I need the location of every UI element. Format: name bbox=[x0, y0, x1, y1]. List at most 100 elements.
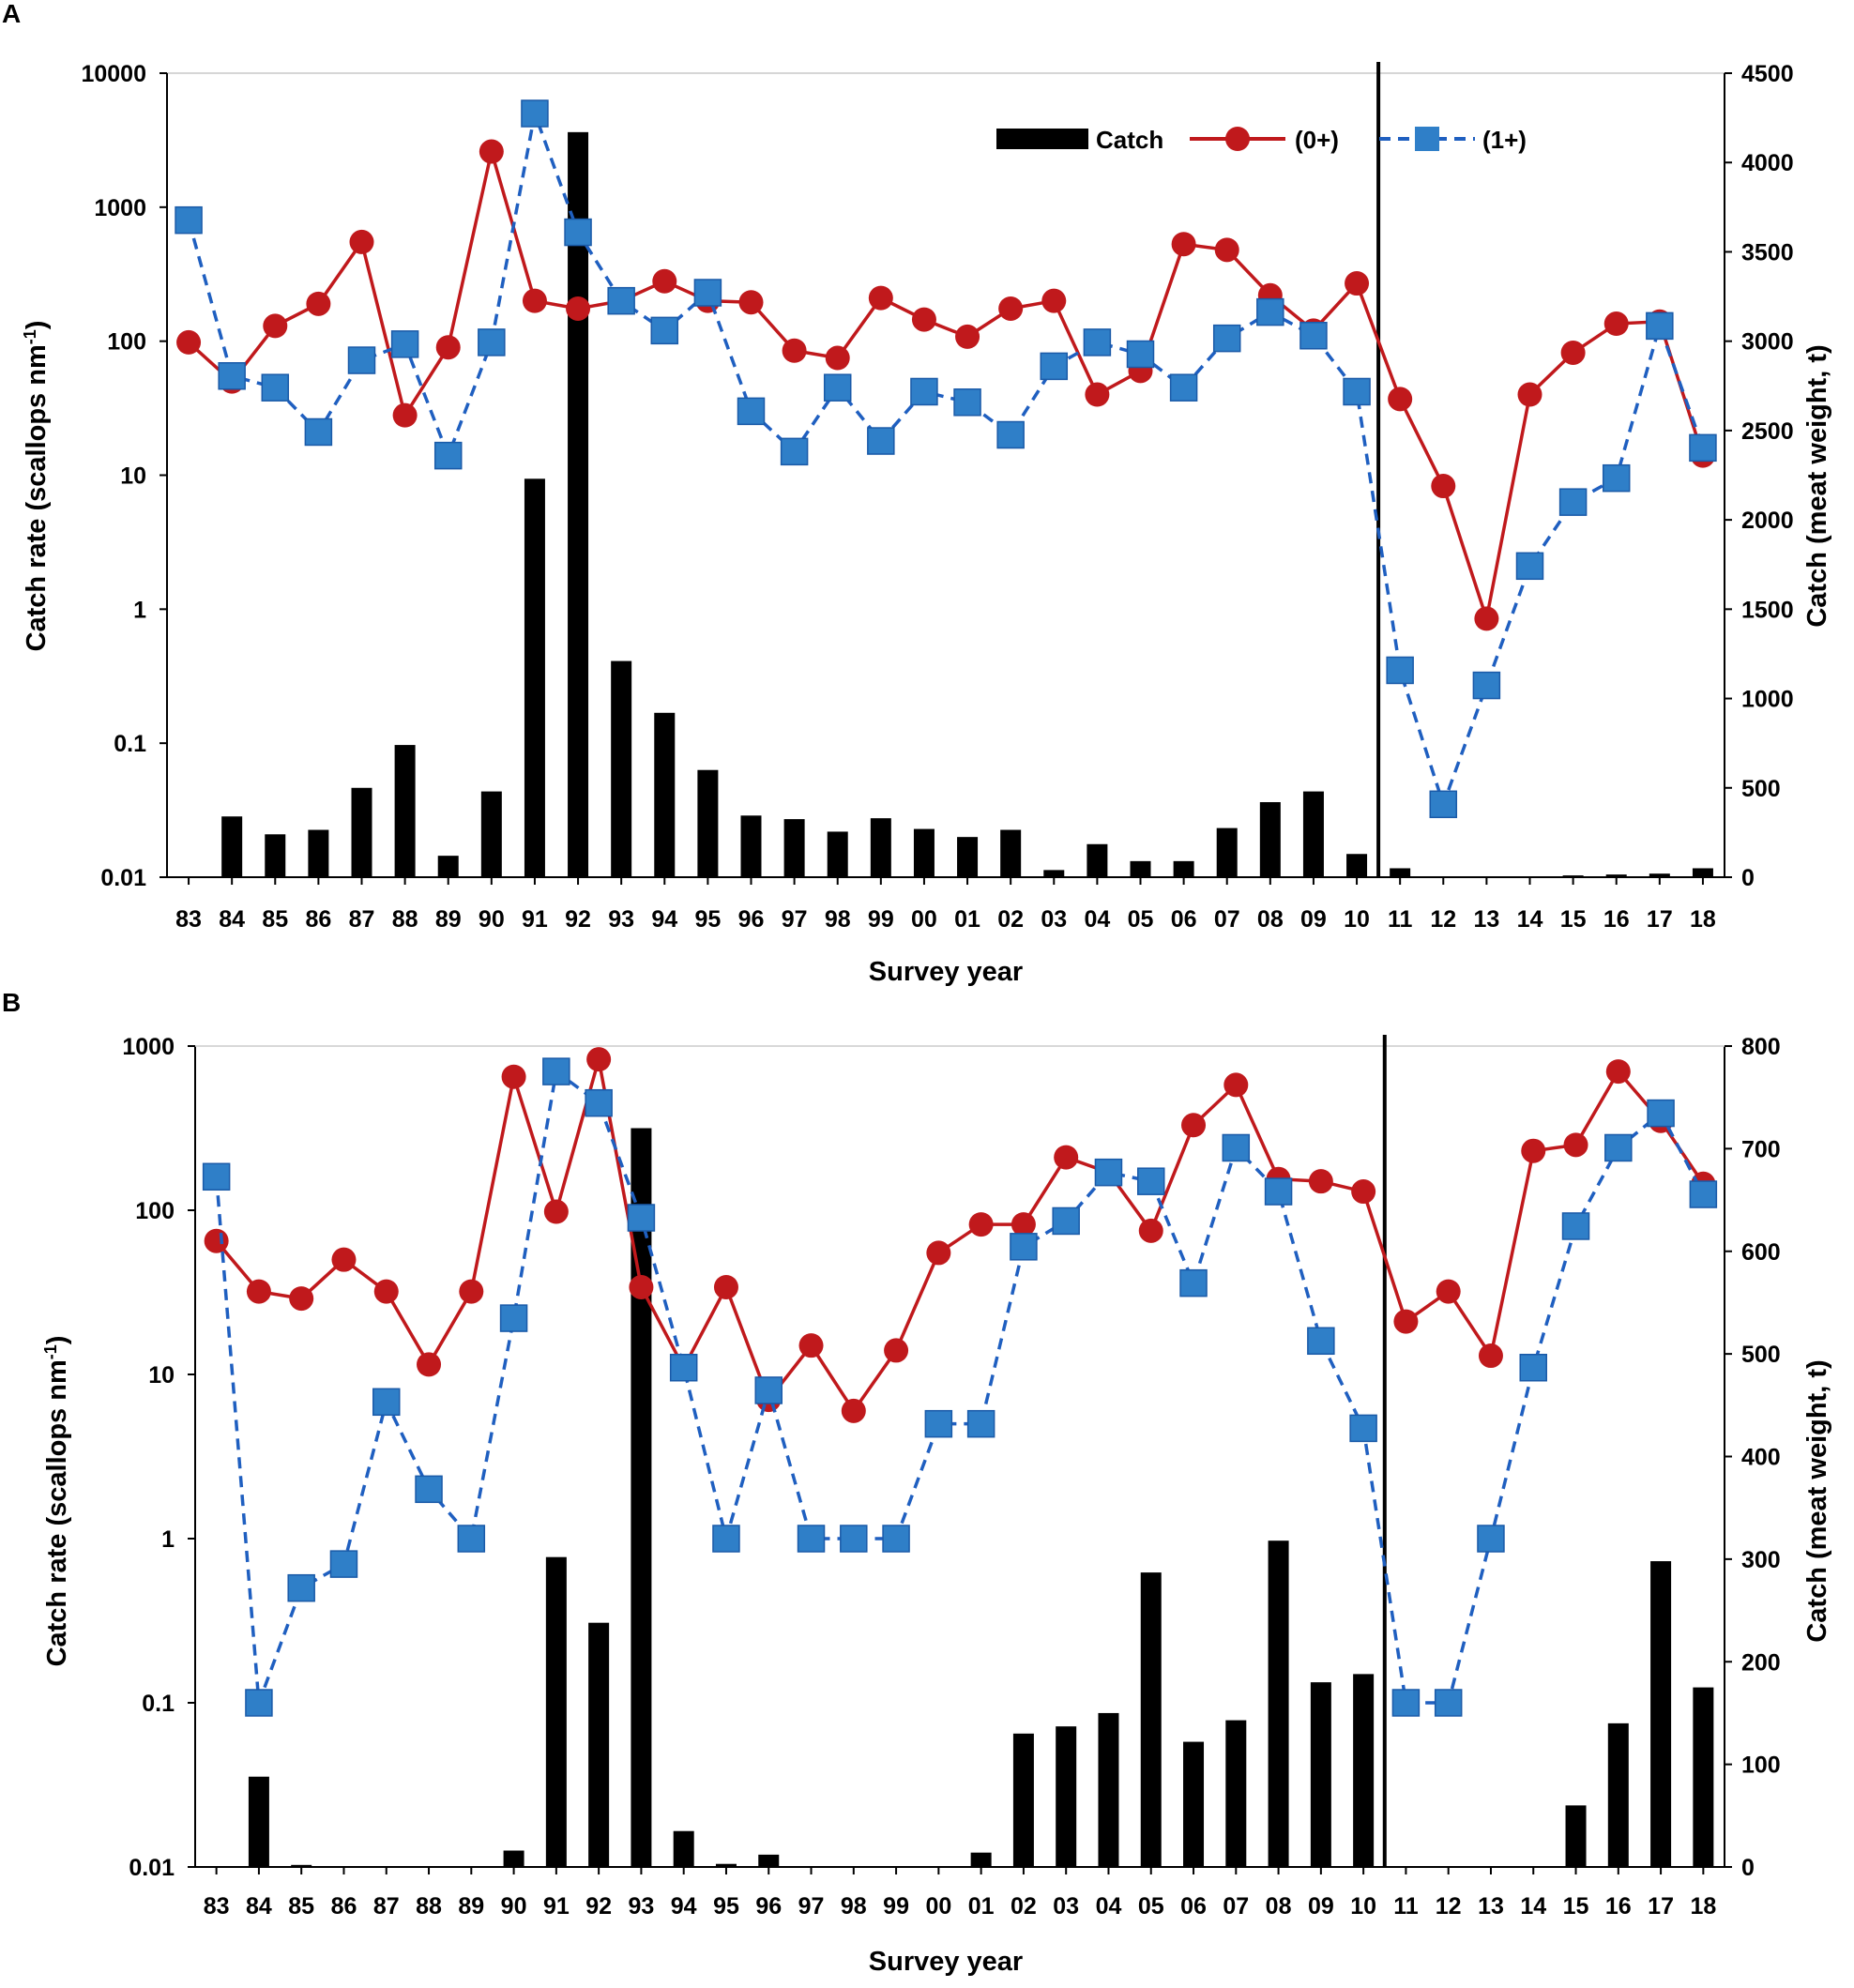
left-axis-ticks-b: 0.01 0.1 1 10 100 1000 bbox=[122, 1034, 1725, 1881]
catch-bar bbox=[291, 1864, 312, 1867]
panel-a-label: A bbox=[2, 0, 21, 28]
catch-bar bbox=[783, 819, 805, 877]
catch-bar bbox=[654, 712, 676, 877]
age1-point bbox=[754, 1376, 783, 1404]
x-tick-label: 15 bbox=[1560, 906, 1587, 933]
age1-point bbox=[1126, 340, 1155, 369]
age1-line bbox=[187, 107, 1705, 810]
left-tick-label: 10 bbox=[148, 1362, 175, 1389]
age1-point bbox=[1646, 311, 1674, 341]
age1-point bbox=[1343, 377, 1371, 406]
x-tick-label: 13 bbox=[1473, 906, 1499, 933]
age1-point bbox=[910, 377, 938, 406]
catch-bar bbox=[957, 837, 979, 877]
age0-point bbox=[868, 285, 893, 311]
right-tick-label: 100 bbox=[1741, 1753, 1781, 1779]
age1-point bbox=[347, 346, 376, 374]
age0-point bbox=[349, 229, 374, 254]
x-tick-label: 96 bbox=[755, 1893, 782, 1920]
x-tick-label: 92 bbox=[585, 1893, 612, 1920]
age0-point bbox=[1181, 1113, 1207, 1138]
left-tick-label: 1000 bbox=[122, 1034, 175, 1060]
right-tick-label: 3500 bbox=[1741, 239, 1794, 266]
x-tick-label: 97 bbox=[798, 1893, 825, 1920]
x-tick-label: 18 bbox=[1690, 1893, 1716, 1920]
x-tick-label: 06 bbox=[1171, 906, 1197, 933]
left-tick-label: 1000 bbox=[94, 195, 146, 221]
age1-point bbox=[1472, 671, 1501, 700]
legend-catch-swatch bbox=[996, 129, 1088, 149]
catch-bar bbox=[1649, 873, 1670, 877]
x-tick-label: 11 bbox=[1393, 1893, 1419, 1920]
right-tick-label: 300 bbox=[1741, 1547, 1781, 1573]
age1-point bbox=[867, 427, 895, 455]
x-tick-label: 07 bbox=[1214, 906, 1240, 933]
catch-bar bbox=[1173, 860, 1194, 877]
right-axis-title-a: Catch (meat weight, t) bbox=[1802, 344, 1832, 627]
right-tick-label: 0 bbox=[1741, 1855, 1755, 1881]
catch-bar bbox=[1353, 1674, 1375, 1867]
age1-point bbox=[1604, 1133, 1633, 1162]
x-tick-label: 95 bbox=[694, 906, 721, 933]
age1-point bbox=[261, 373, 290, 402]
x-tick-label: 03 bbox=[1053, 1893, 1079, 1920]
x-tick-label: 97 bbox=[782, 906, 808, 933]
age0-point bbox=[1563, 1132, 1588, 1158]
age1-point bbox=[996, 420, 1025, 449]
age1-point bbox=[966, 1409, 995, 1438]
x-tick-label: 83 bbox=[175, 906, 202, 933]
right-tick-label: 2000 bbox=[1741, 508, 1794, 534]
catch-bar bbox=[1000, 829, 1022, 877]
age1-point bbox=[737, 397, 766, 426]
x-tick-label: 98 bbox=[841, 1893, 867, 1920]
age0-point bbox=[841, 1398, 866, 1423]
x-tick-label: 85 bbox=[262, 906, 288, 933]
age1-point bbox=[1212, 324, 1241, 353]
right-axis-ticks-b: 0 100 200 300 400 500 600 700 800 bbox=[1725, 1034, 1781, 1881]
catch-bar bbox=[1225, 1720, 1247, 1867]
x-tick-label: 04 bbox=[1096, 1893, 1122, 1920]
catch-bar bbox=[1259, 802, 1281, 877]
x-tick-label: 08 bbox=[1257, 906, 1284, 933]
age0-point bbox=[652, 268, 677, 294]
age0-point bbox=[289, 1286, 314, 1312]
age0-point bbox=[825, 345, 850, 371]
legend: Catch (0+) (1+) bbox=[996, 126, 1527, 154]
catch-bar bbox=[715, 1863, 737, 1867]
left-tick-label: 0.01 bbox=[129, 1855, 175, 1881]
age1-point bbox=[1052, 1206, 1080, 1236]
catch-bar bbox=[1183, 1741, 1205, 1867]
x-tick-label: 07 bbox=[1223, 1893, 1249, 1920]
left-tick-label: 100 bbox=[107, 329, 146, 356]
age1-point bbox=[627, 1204, 656, 1232]
right-axis-ticks-a: 0 500 1000 1500 2000 2500 3000 3500 4000 4500 bbox=[1725, 61, 1794, 891]
age1-point bbox=[1299, 322, 1328, 350]
age0-point bbox=[1308, 1169, 1333, 1194]
left-tick-label: 1 bbox=[161, 1526, 175, 1553]
x-tick-label: 02 bbox=[1011, 1893, 1037, 1920]
catch-bar bbox=[1346, 854, 1368, 877]
catch-bar bbox=[221, 816, 243, 877]
x-tick-label: 01 bbox=[968, 1893, 995, 1920]
age0-point bbox=[1393, 1309, 1419, 1334]
catch-bar bbox=[503, 1850, 524, 1867]
age0-point bbox=[998, 296, 1024, 321]
catch-bar bbox=[740, 815, 762, 877]
x-tick-label: 05 bbox=[1138, 1893, 1164, 1920]
x-tick-label: 00 bbox=[925, 1893, 951, 1920]
age0-point bbox=[968, 1212, 994, 1237]
x-tick-label: 09 bbox=[1308, 1893, 1334, 1920]
catch-bars-a bbox=[221, 131, 1713, 877]
age1-point bbox=[521, 99, 549, 128]
catch-bar bbox=[870, 818, 891, 877]
age1-point bbox=[390, 330, 419, 358]
left-tick-label: 0.1 bbox=[114, 731, 146, 757]
x-tick-label: 87 bbox=[349, 906, 375, 933]
x-tick-label: 92 bbox=[565, 906, 591, 933]
age0-point bbox=[1521, 1138, 1546, 1163]
catch-bar bbox=[1302, 791, 1324, 877]
x-tick-label: 88 bbox=[392, 906, 418, 933]
age1-point bbox=[1307, 1327, 1335, 1356]
age1-point bbox=[478, 328, 506, 357]
x-axis-ticks-b: 83 84 85 86 87 88 89 90 91 92 93 94 95 96 97 98 99 00 01 02… bbox=[204, 1867, 1716, 1920]
